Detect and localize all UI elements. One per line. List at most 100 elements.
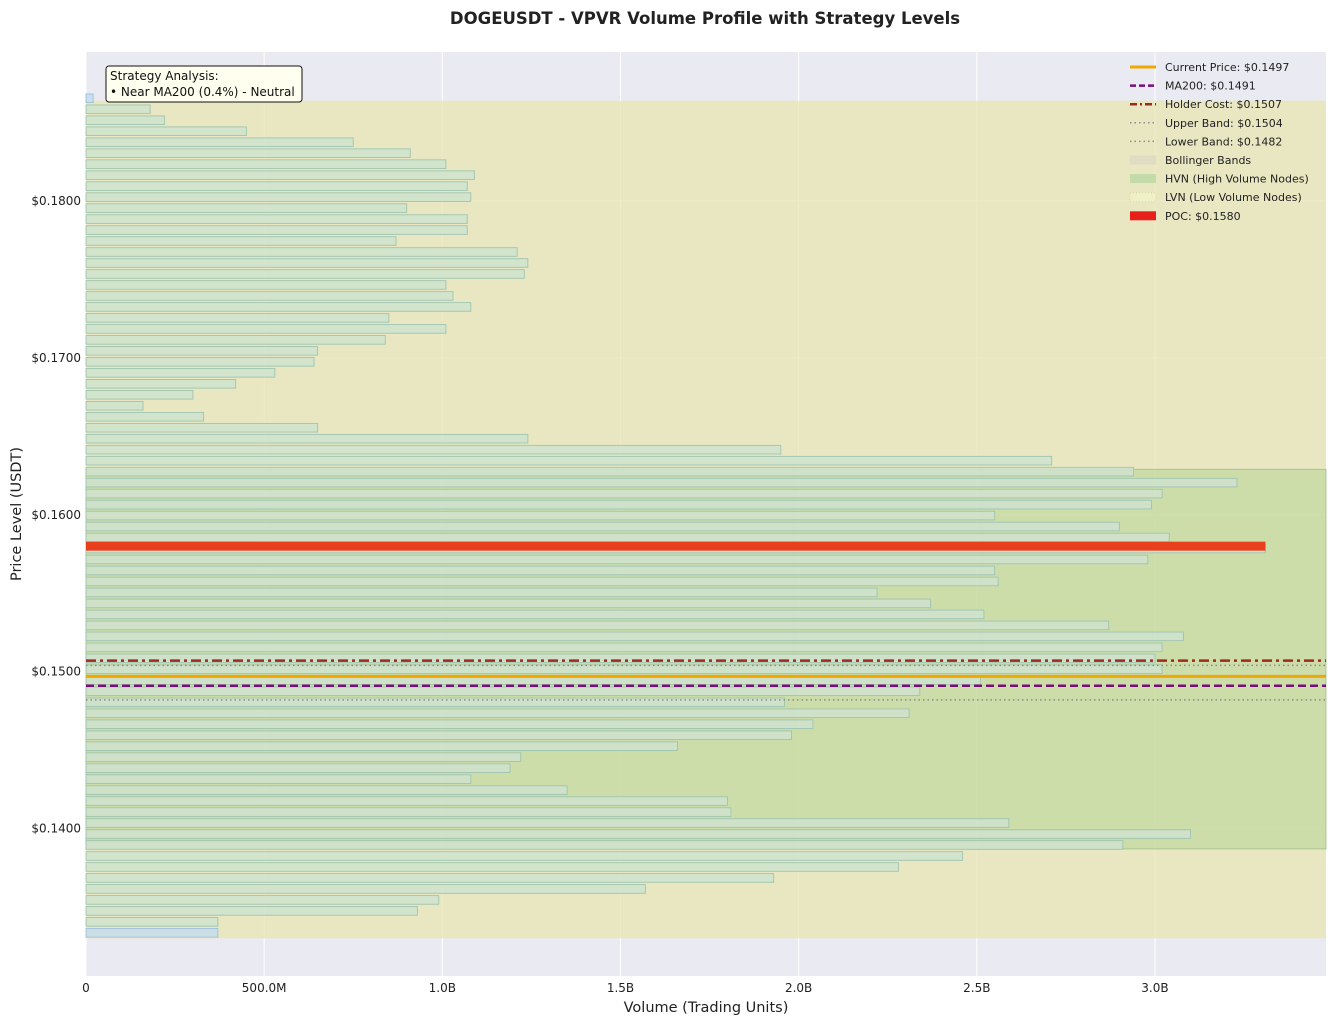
volume-bar — [85, 829, 1192, 839]
x-tick-label: 0 — [82, 981, 90, 995]
volume-bar — [85, 499, 1152, 510]
volume-bar — [85, 291, 454, 301]
legend-entry: Current Price: $0.1497 — [1130, 61, 1289, 74]
volume-bar — [85, 895, 440, 905]
volume-bar — [85, 444, 782, 455]
legend-swatch-patch — [1130, 174, 1156, 184]
volume-bar — [85, 631, 1184, 642]
volume-bar — [85, 247, 518, 257]
x-axis-label: Volume (Trading Units) — [624, 1000, 789, 1016]
volume-bar — [85, 455, 1053, 466]
legend-entry: LVN (Low Volume Nodes) — [1129, 191, 1302, 204]
volume-bar — [85, 664, 1163, 675]
legend-label: Upper Band: $0.1504 — [1165, 117, 1283, 130]
volume-bar — [85, 763, 511, 773]
legend-swatch-patch — [1129, 192, 1157, 203]
volume-bar — [85, 686, 921, 697]
volume-bar — [85, 587, 878, 598]
legend-label: MA200: $0.1491 — [1165, 80, 1256, 93]
volume-bar — [85, 346, 319, 356]
volume-bar — [85, 741, 678, 751]
strategy-annotation: Strategy Analysis: • Near MA200 (0.4%) -… — [105, 65, 303, 103]
volume-bar — [85, 752, 522, 762]
volume-bar — [85, 269, 525, 279]
x-tick-label: 1.5B — [607, 981, 634, 995]
annotation-line-1: Strategy Analysis: — [110, 69, 219, 83]
volume-bar — [85, 697, 785, 708]
volume-bar — [85, 873, 775, 883]
y-tick-label: $0.1700 — [31, 351, 81, 365]
volume-bar — [85, 433, 529, 444]
y-tick-label: $0.1800 — [31, 194, 81, 208]
legend-label: Holder Cost: $0.1507 — [1165, 98, 1282, 111]
volume-bar — [85, 708, 910, 718]
legend-label: LVN (Low Volume Nodes) — [1165, 191, 1302, 204]
volume-bar — [85, 884, 646, 894]
legend-entry: Bollinger Bands — [1130, 154, 1251, 167]
volume-bar — [85, 313, 390, 323]
volume-bar — [85, 818, 1010, 828]
volume-bar — [85, 642, 1163, 653]
volume-bar — [85, 719, 814, 729]
volume-bars — [85, 93, 1266, 938]
annotation-background — [105, 65, 303, 103]
legend-label: Bollinger Bands — [1165, 154, 1251, 167]
chart-title: DOGEUSDT - VPVR Volume Profile with Stra… — [450, 9, 960, 28]
volume-bar — [85, 510, 996, 521]
volume-bar — [85, 335, 386, 345]
volume-bar — [85, 862, 899, 872]
y-tick-label: $0.1500 — [31, 665, 81, 679]
legend-entry: Upper Band: $0.1504 — [1130, 117, 1283, 130]
y-tick-label: $0.1600 — [31, 508, 81, 522]
y-axis-label: Price Level (USDT) — [9, 447, 25, 581]
volume-bar — [85, 598, 931, 609]
legend-label: Current Price: $0.1497 — [1165, 61, 1289, 74]
volume-bar — [85, 609, 985, 620]
volume-bar — [85, 324, 447, 334]
volume-bar — [85, 280, 447, 290]
volume-bar — [85, 521, 1120, 532]
volume-bar — [85, 653, 1156, 664]
volume-bar — [85, 379, 237, 389]
volume-bar — [85, 466, 1135, 477]
legend: Current Price: $0.1497 MA200: $0.1491 Hold… — [1129, 61, 1309, 223]
legend-label: HVN (High Volume Nodes) — [1165, 173, 1309, 186]
legend-entry: MA200: $0.1491 — [1130, 80, 1256, 93]
volume-bar — [85, 730, 792, 740]
volume-bar — [85, 368, 276, 378]
volume-bar — [85, 477, 1238, 488]
volume-bar — [85, 840, 1124, 850]
x-tick-label: 1.0B — [429, 981, 456, 995]
x-tick-label: 2.0B — [785, 981, 812, 995]
volume-bar — [85, 390, 194, 400]
volume-bar — [85, 554, 1149, 565]
volume-bar — [85, 192, 472, 202]
plot-area — [85, 52, 1327, 976]
volume-bar — [85, 620, 1110, 631]
volume-bar — [85, 565, 996, 576]
volume-bar — [85, 225, 468, 235]
volume-bar — [85, 214, 468, 224]
volume-bar — [85, 807, 732, 817]
volume-bar — [85, 906, 418, 916]
legend-entry: POC: $0.1580 — [1130, 210, 1241, 223]
volume-bar — [85, 422, 319, 433]
volume-bar — [85, 917, 219, 927]
legend-swatch-patch — [1130, 211, 1156, 221]
volume-bar — [85, 302, 472, 312]
poc-bar — [86, 541, 1266, 551]
y-tick-label: $0.1400 — [31, 822, 81, 836]
volume-bar — [85, 203, 408, 213]
volume-bar — [85, 126, 247, 136]
lvn-volume-bar — [85, 93, 94, 104]
x-tick-label: 500.0M — [242, 981, 287, 995]
volume-bar — [85, 785, 568, 795]
volume-bar — [85, 400, 144, 411]
y-axis-ticks: $0.1400 $0.1500 $0.1600 $0.1700 $0.1800 — [31, 194, 81, 836]
price-level-lines — [86, 659, 1326, 701]
legend-entry: Holder Cost: $0.1507 — [1130, 98, 1282, 111]
legend-swatch-patch — [1130, 155, 1156, 165]
volume-bar — [85, 532, 1170, 543]
volume-bar — [85, 159, 447, 169]
